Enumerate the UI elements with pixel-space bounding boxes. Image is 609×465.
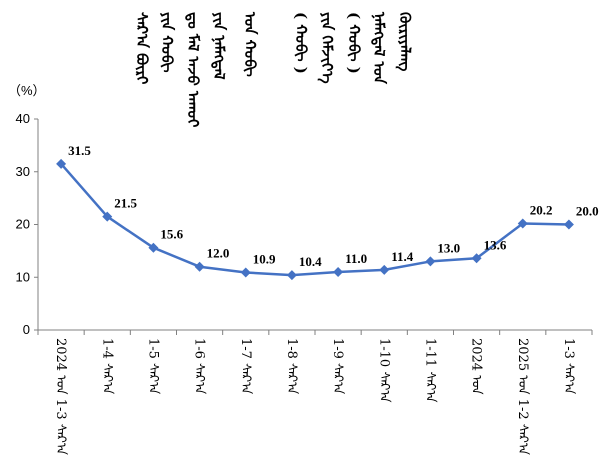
chart-title: ᠰᠠᠷ᠎ᠠ ᠪᠦᠷᠢ ᠶᠢᠨ ᠬᠤᠪᠢ ᠳᠤ ᠮᠠᠯ ᠠᠵᠤ ᠠᠬᠤᠢ ᠶᠢᠨ ᠨᠡᠮ… bbox=[133, 11, 414, 128]
x-tick-label: 1-7 ᠰᠠᠷ᠎ᠠ bbox=[238, 338, 253, 394]
x-tick-label: 1-3 ᠰᠠᠷ᠎ᠠ bbox=[561, 338, 576, 394]
data-label: 21.5 bbox=[114, 196, 137, 211]
series-line bbox=[56, 158, 574, 281]
title-line: ᠰᠠᠷ᠎ᠠ ᠪᠦᠷᠢ bbox=[133, 12, 151, 85]
x-tick-label: 1-4 ᠰᠠᠷ᠎ᠠ bbox=[99, 338, 114, 394]
data-point bbox=[148, 242, 159, 253]
x-tick-label: 1-11 ᠰᠠᠷ᠎ᠠ bbox=[422, 338, 437, 402]
data-point bbox=[425, 256, 436, 267]
x-tick-label: 1-6 ᠰᠠᠷ᠎ᠠ bbox=[192, 338, 207, 394]
data-point bbox=[56, 158, 67, 169]
x-tick-label: 2024 ᠤᠨ bbox=[469, 338, 484, 395]
data-label: 11.0 bbox=[345, 251, 367, 266]
data-point bbox=[102, 211, 113, 222]
y-tick-label: 30 bbox=[16, 164, 30, 179]
x-tick-label: 2025 ᠤᠨ 1-2 ᠰᠠᠷ᠎ᠠ bbox=[515, 338, 530, 455]
data-label: 13.0 bbox=[437, 240, 460, 255]
data-label: 20.0 bbox=[576, 204, 599, 219]
title-line: ᠬᠦᠷᠢᠶᠡᠯᠡᠩ bbox=[396, 12, 414, 72]
title-line: ᠨᠡᠮᠡᠭᠳᠡᠯ ᠤᠨ bbox=[370, 11, 388, 85]
title-line: ᠤᠨ ᠬᠤᠪᠢ bbox=[241, 11, 259, 77]
title-line: ᠶᠢᠨ ᠬᠤᠪᠢ bbox=[158, 12, 176, 73]
title-line: ᠶᠢᠨ ᠬᠡᠮᠵᠢᠶ᠎ᠡ bbox=[318, 12, 336, 84]
data-label: 12.0 bbox=[207, 246, 230, 261]
x-tick-label: 1-5 ᠰᠠᠷ᠎ᠠ bbox=[145, 338, 160, 394]
data-point bbox=[333, 266, 344, 277]
data-point bbox=[194, 261, 205, 272]
data-label: 10.4 bbox=[299, 254, 322, 269]
y-tick-label: 0 bbox=[23, 322, 30, 337]
data-label: 31.5 bbox=[68, 143, 91, 158]
x-tick-label: 1-8 ᠰᠠᠷ᠎ᠠ bbox=[284, 338, 299, 394]
data-label: 20.2 bbox=[530, 202, 553, 217]
title-line: ᠳᠤ ᠮᠠᠯ ᠠᠵᠤ ᠠᠬᠤᠢ bbox=[184, 12, 202, 128]
y-tick-label: 40 bbox=[16, 111, 30, 126]
data-point bbox=[240, 267, 251, 278]
x-axis: 2024 ᠤᠨ 1-3 ᠰᠠᠷ᠎ᠠ 1-4 ᠰᠠᠷ᠎ᠠ 1-5 ᠰᠠᠷ᠎ᠠ 1-6 ᠰ… bbox=[37, 329, 593, 455]
y-tick-label: 20 bbox=[16, 217, 30, 232]
y-axis-unit-label: （%） bbox=[8, 83, 46, 98]
series-path bbox=[60, 163, 569, 277]
data-point bbox=[517, 218, 528, 229]
x-tick-label: 2024 ᠤᠨ 1-3 ᠰᠠᠷ᠎ᠠ bbox=[53, 338, 68, 455]
data-point bbox=[471, 253, 482, 264]
data-point bbox=[563, 219, 574, 230]
data-point bbox=[286, 270, 297, 281]
y-axis: 0 10 20 30 40 bbox=[16, 111, 39, 337]
x-tick-label: 1-9 ᠰᠠᠷ᠎ᠠ bbox=[330, 338, 345, 394]
title-line: ( ᠬᠤᠪᠢ ) bbox=[345, 12, 363, 74]
data-label: 11.4 bbox=[391, 249, 414, 264]
data-label: 13.6 bbox=[484, 237, 507, 252]
title-line: ( ᠬᠤᠪᠢ ) bbox=[292, 12, 310, 74]
data-point bbox=[379, 264, 390, 275]
title-line: ᠶᠢᠨ ᠨᠡᠮᠡᠭᠳᠡᠯ bbox=[210, 12, 228, 80]
data-label: 10.9 bbox=[253, 252, 276, 267]
data-labels: 31.5 21.5 15.6 12.0 10.9 10.4 11.0 11.4 13.0 13.6… bbox=[68, 143, 599, 269]
x-tick-label: 1-10 ᠰᠠᠷ᠎ᠠ bbox=[376, 338, 391, 402]
data-label: 15.6 bbox=[160, 227, 183, 242]
y-tick-label: 10 bbox=[16, 269, 30, 284]
